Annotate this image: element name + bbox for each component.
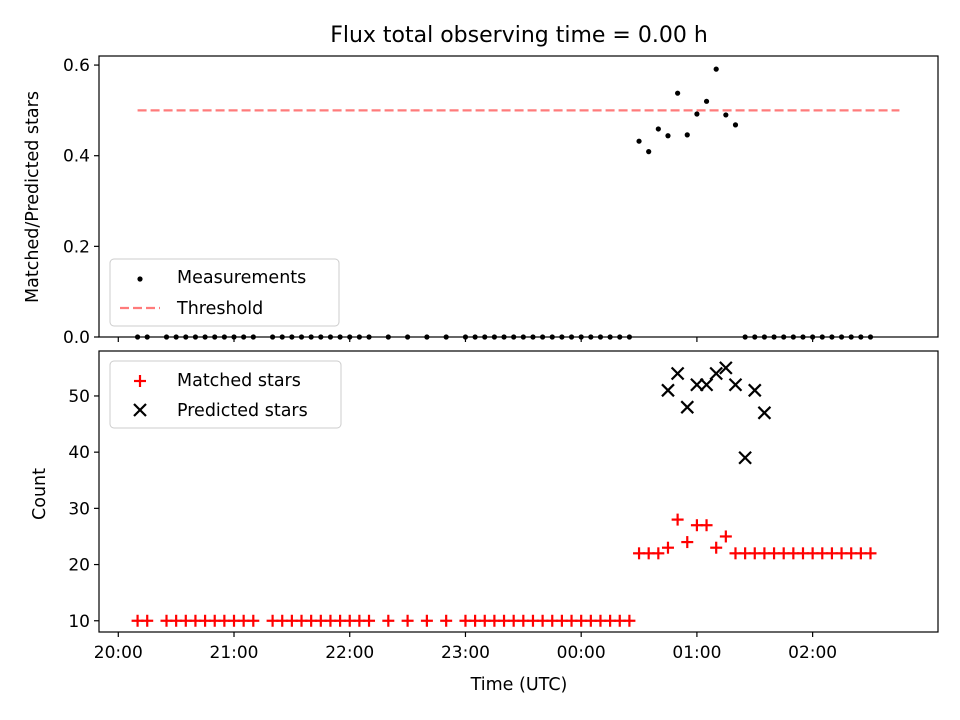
matched-star-point [363,614,376,627]
top-panel: 0.0 0.2 0.4 0.6 Matched/Predicted stars Mea… [23,55,939,348]
measurement-point [732,122,739,128]
legend-threshold-label: Threshold [176,299,263,319]
matched-star-point [700,519,713,532]
matched-star-point [671,513,684,526]
bottom-legend-box [109,360,342,429]
y-tick-label: 0.6 [63,56,90,76]
bottom-axes-frame [98,350,939,633]
bottom-x-ticks: 20:00 21:00 22:00 23:00 00:00 01:00 02:00 [94,632,837,663]
y-tick-label: 40 [68,443,90,463]
legend-predicted-marker [133,403,147,417]
predicted-star-point [699,377,714,392]
measurement-point [694,111,700,117]
top-y-axis-label: Matched/Predicted stars [23,91,43,303]
y-tick-label: 50 [68,387,90,407]
matched-star-point [401,614,414,627]
predicted-star-point [661,383,675,398]
x-tick-label: 22:00 [325,643,374,663]
legend-measurements-label: Measurements [177,268,306,288]
matched-star-point [623,614,636,627]
x-tick-label: 00:00 [557,643,606,663]
y-tick-label: 0.2 [63,237,90,257]
measurement-point [636,138,642,144]
y-tick-label: 0.0 [63,328,90,348]
matched-star-point [440,614,453,627]
predicted-star-point [757,406,772,420]
x-axis-label: Time (UTC) [470,675,568,695]
matched-star-point [681,536,694,549]
predicted-star-point [728,377,743,392]
bottom-y-ticks: 10 20 30 40 50 [68,387,99,632]
matched-star-point [382,614,395,627]
matched-star-point [420,614,433,627]
legend-predicted-label: Predicted stars [177,401,308,421]
matched-star-point [247,614,260,627]
predicted-star-point [690,377,704,392]
predicted-star-point [680,400,695,414]
y-tick-label: 20 [68,556,90,576]
legend-matched-marker [134,375,146,387]
predicted-star-point [719,361,733,375]
predicted-star-point [709,366,723,381]
measurement-point [723,112,729,118]
matched-star-point [719,530,732,543]
predicted-star-point [670,366,685,381]
figure-title: Flux total observing time = 0.00 h [330,23,708,48]
matched-star-point [864,547,877,560]
measurement-point [684,132,690,138]
measurement-point [703,98,710,104]
x-tick-label: 23:00 [441,643,490,663]
measurement-point [646,149,652,155]
top-x-ticks [117,337,814,342]
y-tick-label: 0.4 [63,147,90,167]
x-tick-label: 21:00 [210,643,259,663]
top-y-ticks: 0.0 0.2 0.4 0.6 [63,56,99,348]
predicted-star-point [747,383,762,398]
measurement-point [675,90,681,96]
legend-matched-label: Matched stars [177,371,301,391]
measurement-point [655,126,661,132]
y-tick-label: 10 [68,612,90,632]
x-tick-label: 20:00 [94,643,143,663]
matched-star-point [141,614,154,627]
matched-star-point [652,547,665,560]
top-axes-frame [98,55,939,338]
measurement-point [665,133,671,139]
top-legend: Measurements Threshold [109,258,340,327]
bottom-marks [131,361,877,627]
legend-measurements-marker [137,276,143,282]
measurement-point [713,66,719,72]
bottom-legend: Matched stars Predicted stars [109,360,342,429]
x-tick-label: 02:00 [788,643,837,663]
y-tick-label: 30 [68,499,90,519]
matched-star-point [710,541,723,554]
predicted-star-point [738,451,752,465]
top-legend-box [109,258,340,327]
x-tick-label: 01:00 [672,643,721,663]
bottom-panel: 10 20 30 40 50 20:00 21:00 22:00 23:00 00:00 01:0… [30,350,939,695]
bottom-y-axis-label: Count [30,468,50,520]
matched-star-point [661,541,674,554]
